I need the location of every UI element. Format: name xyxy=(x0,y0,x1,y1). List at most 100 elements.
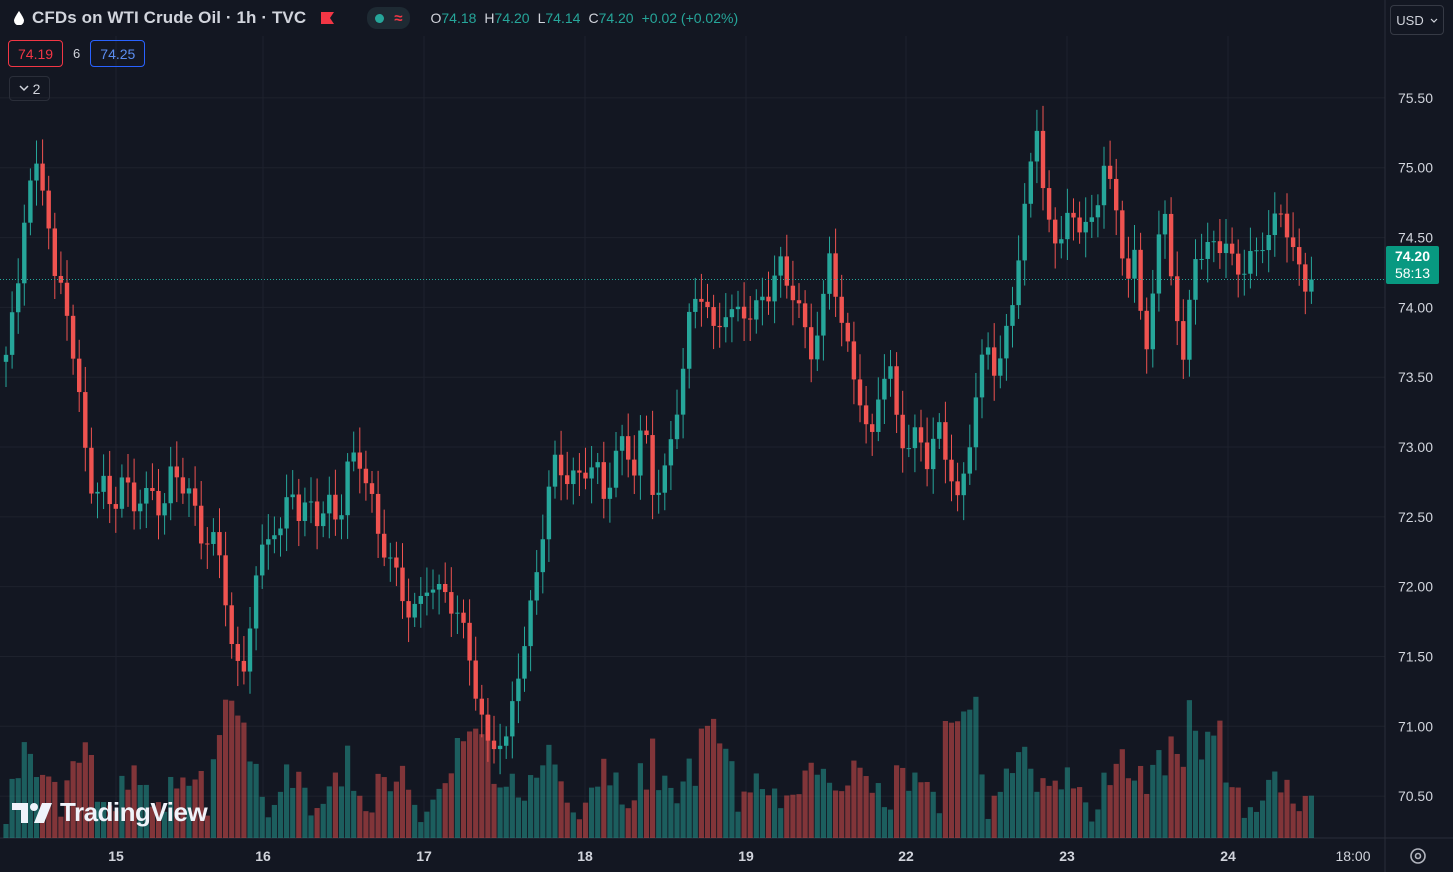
volume-bar xyxy=(991,795,997,838)
x-tick-label: 22 xyxy=(898,848,914,864)
candle-body xyxy=(851,341,857,380)
volume-bar xyxy=(406,789,412,838)
status-dot-icon xyxy=(375,13,385,23)
volume-bar xyxy=(485,714,491,838)
candle-body xyxy=(1095,205,1101,218)
candle-body xyxy=(83,392,88,448)
candle-body xyxy=(1053,219,1058,244)
bar-countdown: 58:13 xyxy=(1394,265,1431,281)
candle-body xyxy=(1046,188,1052,220)
candle-body xyxy=(1120,210,1125,259)
candle-body xyxy=(815,335,820,360)
market-status[interactable]: ≈ xyxy=(367,7,411,29)
volume-bar xyxy=(1192,730,1199,838)
volume-bar xyxy=(625,808,631,838)
candle-body xyxy=(351,452,356,462)
tv-logo-icon xyxy=(12,802,52,823)
candle-body xyxy=(1309,279,1314,292)
candle-body xyxy=(998,358,1003,376)
high-label: H xyxy=(484,10,495,26)
candle-body xyxy=(131,482,137,512)
buy-button[interactable]: 74.25 xyxy=(90,40,146,67)
volume-bar xyxy=(302,787,308,838)
volume-bar xyxy=(1052,780,1058,838)
volume-bar xyxy=(125,789,131,838)
candle-body xyxy=(1242,273,1247,275)
symbol-title[interactable]: CFDs on WTI Crude Oil · 1h · TVC xyxy=(32,8,307,27)
volume-bar xyxy=(180,777,186,838)
candle-body xyxy=(260,544,265,576)
candle-body xyxy=(1010,305,1015,326)
candle-body xyxy=(687,311,692,369)
volume-bar xyxy=(94,801,101,838)
currency-button[interactable]: USD xyxy=(1390,5,1444,35)
candle-body xyxy=(467,622,472,661)
chevron-down-icon xyxy=(19,85,29,92)
volume-bar xyxy=(564,802,570,838)
volume-bar xyxy=(1040,778,1046,838)
indicator-count: 2 xyxy=(32,80,41,97)
volume-bar xyxy=(418,822,424,838)
volume-bar xyxy=(528,775,534,838)
volume-bar xyxy=(973,696,979,838)
indicators-toggle[interactable]: 2 xyxy=(9,76,50,101)
volume-bar xyxy=(1022,746,1028,838)
volume-bar xyxy=(1266,779,1272,838)
volume-bar xyxy=(424,811,430,838)
x-tick-label: 23 xyxy=(1059,848,1075,864)
candle-body xyxy=(1016,260,1021,306)
candle-body xyxy=(497,745,503,750)
volume-bar xyxy=(1229,787,1235,838)
candle-body xyxy=(321,513,326,527)
candle-body xyxy=(290,494,295,498)
candle-body xyxy=(796,300,802,304)
sell-button[interactable]: 74.19 xyxy=(8,40,64,67)
candle-body xyxy=(1065,212,1070,240)
candle-body xyxy=(113,504,118,509)
candle-body xyxy=(1272,213,1277,236)
flag-icon[interactable] xyxy=(320,11,335,25)
volume-bar xyxy=(534,777,540,838)
candle-body xyxy=(900,414,905,449)
candle-body xyxy=(784,256,789,286)
gear-icon[interactable] xyxy=(1408,846,1428,866)
volume-bar xyxy=(363,811,369,838)
change-value: +0.02 (+0.02%) xyxy=(641,10,739,26)
volume-bar xyxy=(168,776,174,838)
volume-bar xyxy=(1083,802,1089,838)
candle-body xyxy=(754,300,759,320)
volume-bar xyxy=(210,759,216,838)
volume-bar xyxy=(223,699,229,838)
candle-body xyxy=(1248,250,1253,274)
volume-bar xyxy=(1260,800,1266,838)
volume-bar xyxy=(796,794,802,838)
open-label: O xyxy=(430,10,442,26)
y-tick-label: 71.50 xyxy=(1398,648,1433,664)
candle-body xyxy=(1211,241,1216,243)
volume-bar xyxy=(1009,773,1016,838)
volume-bar xyxy=(247,761,253,838)
volume-bar xyxy=(1180,766,1186,838)
candle-body xyxy=(473,660,478,699)
volume-bar xyxy=(1241,817,1247,838)
candle-body xyxy=(382,533,387,558)
candle-body xyxy=(400,567,405,602)
volume-bar xyxy=(448,773,454,838)
last-price-tag: 74.20 58:13 xyxy=(1386,246,1439,284)
tradingview-logo[interactable]: TradingView xyxy=(12,797,208,828)
candle-body xyxy=(906,448,911,450)
volume-bar xyxy=(833,790,839,838)
volume-bar xyxy=(601,758,607,838)
candle-body xyxy=(424,592,430,596)
volume-bar xyxy=(375,773,381,838)
volume-bar xyxy=(820,768,826,838)
volume-bar xyxy=(662,775,668,838)
candle-body xyxy=(406,601,411,618)
volume-bar xyxy=(326,786,332,838)
volume-bar xyxy=(613,772,619,838)
volume-bar xyxy=(869,792,875,838)
candle-body xyxy=(394,557,399,568)
candle-body xyxy=(1278,213,1284,215)
candle-body xyxy=(632,459,637,476)
